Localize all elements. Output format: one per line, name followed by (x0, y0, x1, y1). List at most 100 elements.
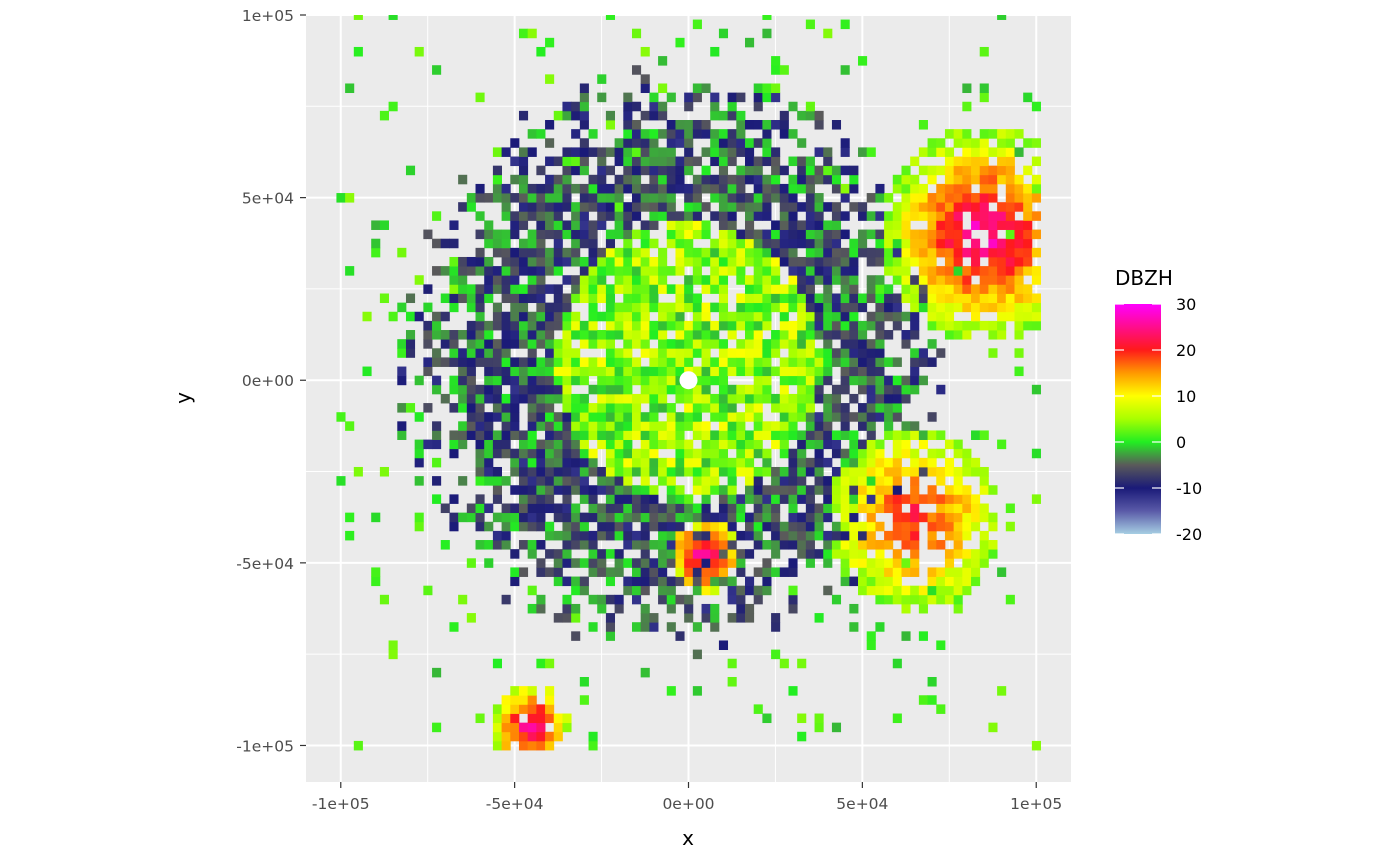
raster-pixel (866, 275, 876, 285)
raster-pixel (710, 256, 720, 267)
raster-pixel (631, 256, 642, 267)
raster-pixel (631, 311, 642, 322)
raster-pixel (849, 165, 859, 176)
raster-pixel (536, 494, 546, 504)
raster-pixel (745, 220, 755, 230)
raster-pixel (458, 256, 468, 267)
raster-pixel (631, 622, 642, 632)
raster-pixel (962, 549, 972, 559)
raster-pixel (918, 147, 928, 157)
raster-pixel (875, 193, 885, 203)
raster-pixel (884, 494, 894, 504)
raster-pixel (597, 549, 607, 559)
raster-pixel (536, 722, 546, 733)
raster-pixel (475, 384, 485, 395)
raster-pixel (814, 530, 824, 541)
raster-pixel (458, 403, 468, 413)
raster-pixel (571, 503, 581, 514)
raster-pixel (779, 256, 789, 267)
raster-pixel (910, 540, 920, 550)
raster-pixel (1023, 256, 1033, 267)
raster-pixel (910, 503, 920, 514)
raster-pixel (666, 457, 676, 468)
raster-pixel (831, 357, 842, 367)
raster-pixel (649, 622, 659, 632)
raster-pixel (614, 494, 624, 504)
raster-pixel (788, 421, 798, 431)
raster-pixel (858, 558, 868, 568)
raster-pixel (875, 622, 885, 632)
raster-pixel (605, 549, 616, 559)
raster-pixel (562, 613, 572, 623)
raster-pixel (892, 430, 902, 440)
raster-pixel (866, 366, 876, 377)
raster-pixel (910, 275, 920, 285)
raster-pixel (545, 138, 555, 148)
raster-pixel (840, 549, 850, 559)
raster-pixel (579, 357, 589, 367)
raster-pixel (884, 594, 894, 605)
raster-pixel (762, 320, 772, 331)
raster-pixel (440, 330, 450, 340)
raster-pixel (501, 275, 511, 285)
raster-pixel (831, 165, 842, 176)
raster-pixel (814, 439, 824, 450)
raster-pixel (631, 430, 642, 440)
raster-pixel (640, 74, 650, 84)
raster-pixel (666, 366, 676, 377)
raster-pixel (875, 403, 885, 413)
raster-pixel (745, 339, 755, 349)
raster-pixel (501, 540, 511, 550)
raster-pixel (745, 193, 755, 203)
raster-pixel (631, 530, 642, 541)
raster-pixel (762, 193, 772, 203)
raster-pixel (736, 202, 746, 212)
raster-pixel (562, 220, 572, 230)
raster-pixel (562, 302, 572, 313)
raster-pixel (988, 247, 998, 258)
raster-pixel (840, 165, 850, 176)
raster-pixel (944, 466, 955, 477)
legend-label: -20 (1176, 525, 1202, 544)
raster-pixel (631, 193, 642, 203)
raster-pixel (605, 256, 616, 267)
raster-pixel (675, 120, 685, 130)
raster-pixel (718, 384, 729, 395)
raster-pixel (753, 256, 763, 267)
raster-pixel (536, 256, 546, 267)
raster-pixel (840, 567, 850, 577)
raster-pixel (562, 311, 572, 322)
raster-pixel (597, 330, 607, 340)
raster-pixel (692, 293, 702, 304)
raster-pixel (666, 183, 676, 194)
raster-pixel (753, 466, 763, 477)
raster-pixel (944, 202, 955, 212)
raster-pixel (971, 193, 981, 203)
raster-pixel (884, 476, 894, 486)
raster-pixel (605, 320, 616, 331)
raster-pixel (1014, 202, 1024, 212)
raster-pixel (605, 430, 616, 440)
raster-pixel (501, 731, 511, 742)
raster-pixel (588, 320, 598, 331)
raster-pixel (458, 275, 468, 285)
raster-pixel (623, 247, 633, 258)
raster-pixel (710, 521, 720, 532)
raster-pixel (675, 174, 685, 185)
raster-pixel (579, 430, 589, 440)
raster-pixel (562, 540, 572, 550)
raster-pixel (658, 476, 668, 486)
raster-pixel (936, 220, 946, 230)
raster-pixel (562, 147, 572, 157)
raster-pixel (692, 549, 702, 559)
raster-pixel (745, 357, 755, 367)
raster-pixel (927, 302, 937, 313)
raster-pixel (753, 202, 763, 212)
x-tick-label: 0e+00 (662, 795, 714, 813)
raster-pixel (936, 229, 946, 240)
raster-pixel (623, 503, 633, 514)
raster-pixel (927, 229, 937, 240)
raster-pixel (779, 430, 789, 440)
raster-pixel (527, 311, 537, 322)
raster-pixel (1031, 138, 1041, 148)
